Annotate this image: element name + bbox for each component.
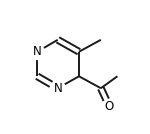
Text: N: N [53, 82, 62, 95]
Text: O: O [105, 100, 114, 113]
Text: N: N [33, 45, 42, 58]
